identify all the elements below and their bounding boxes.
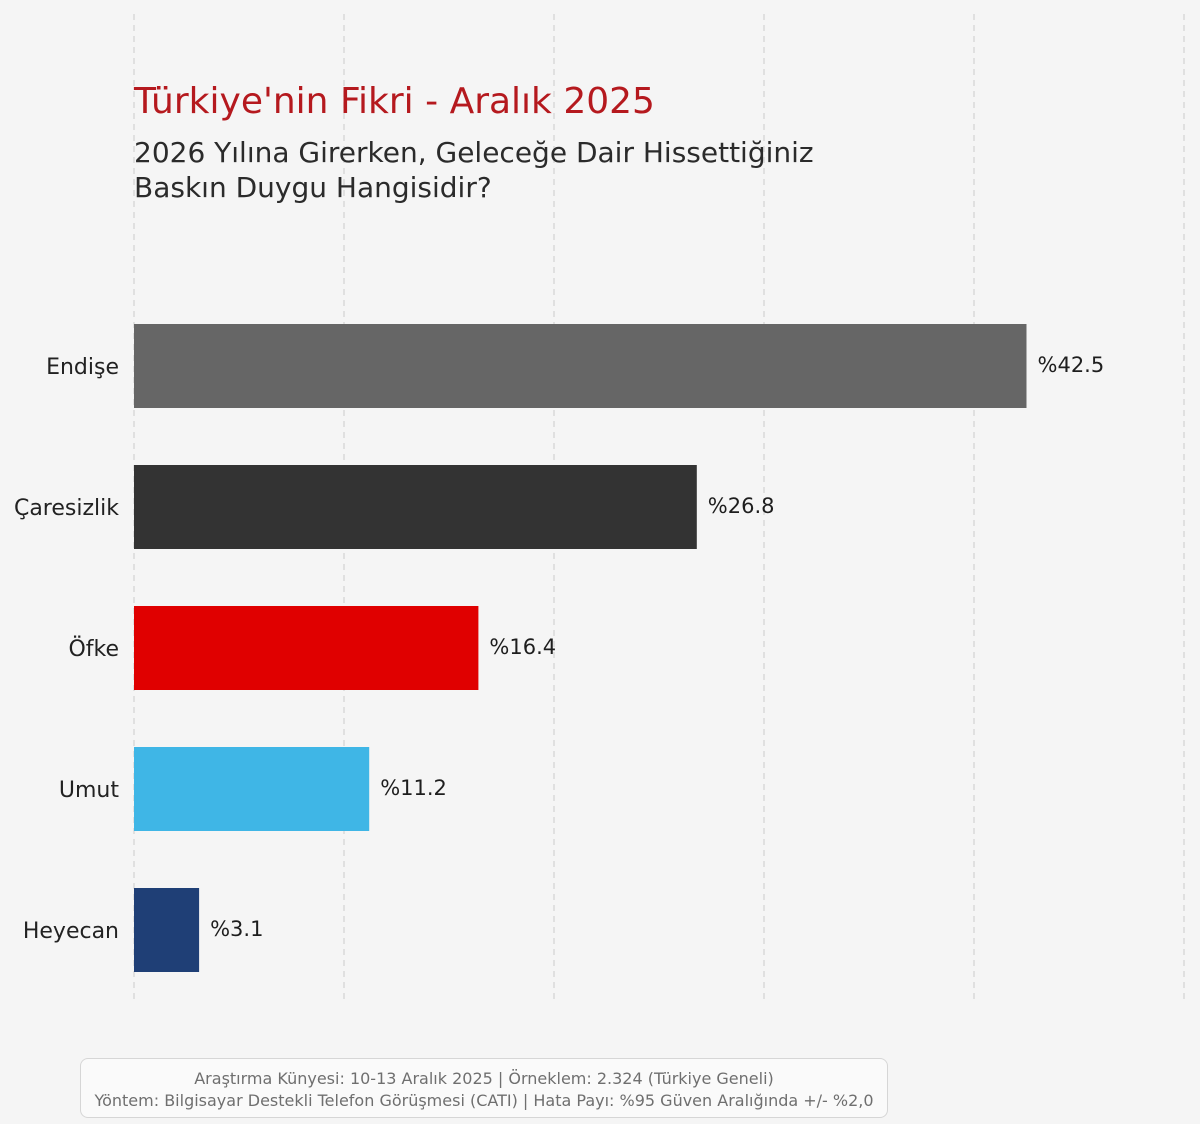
methodology-note: Araştırma Künyesi: 10-13 Aralık 2025 | Ö… bbox=[80, 1058, 888, 1118]
value-label: %16.4 bbox=[489, 635, 556, 659]
category-label: Çaresizlik bbox=[14, 496, 119, 521]
bar-3 bbox=[134, 747, 370, 831]
bar-2 bbox=[134, 606, 479, 690]
value-label: %3.1 bbox=[210, 917, 263, 941]
bar-4 bbox=[134, 888, 200, 972]
bar-1 bbox=[134, 465, 697, 549]
chart-subtitle-line-2: Baskın Duygu Hangisidir? bbox=[134, 171, 492, 204]
methodology-line-1: Araştırma Künyesi: 10-13 Aralık 2025 | Ö… bbox=[194, 1069, 774, 1088]
category-label: Endişe bbox=[46, 355, 119, 380]
bar-0 bbox=[134, 324, 1027, 408]
category-label: Öfke bbox=[68, 636, 119, 662]
category-label: Heyecan bbox=[23, 919, 119, 944]
value-label: %42.5 bbox=[1038, 353, 1105, 377]
methodology-line-2: Yöntem: Bilgisayar Destekli Telefon Görü… bbox=[94, 1091, 874, 1110]
bars: Endişe %42.5 Çaresizlik %26.8 Öfke %16.4 Umut%… bbox=[14, 324, 1104, 972]
chart-title: Türkiye'nin Fikri - Aralık 2025 bbox=[133, 81, 655, 122]
value-label: %11.2 bbox=[380, 776, 447, 800]
chart-subtitle-line-1: 2026 Yılına Girerken, Geleceğe Dair Hiss… bbox=[134, 136, 814, 169]
value-label: %26.8 bbox=[708, 494, 775, 518]
category-label: Umut bbox=[59, 778, 119, 803]
